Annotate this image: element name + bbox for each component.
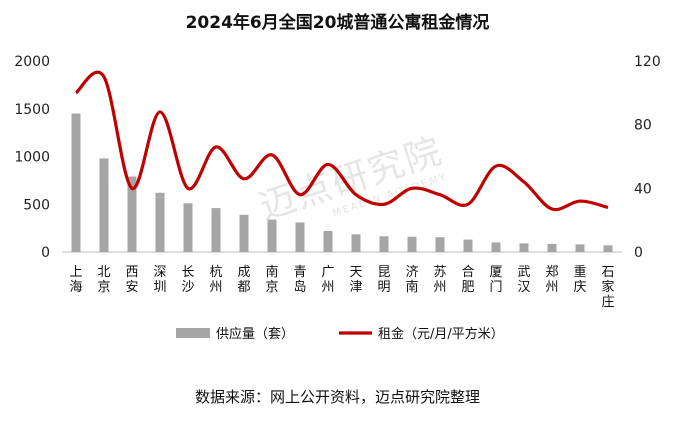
category-label: 厦门 xyxy=(489,265,502,295)
bar xyxy=(547,243,557,252)
bar xyxy=(463,239,473,252)
category-label: 成都 xyxy=(237,265,250,295)
chart-title: 2024年6月全国20城普通公寓租金情况 xyxy=(185,13,490,33)
bar xyxy=(407,236,417,252)
category-label: 杭州 xyxy=(209,265,222,295)
left-axis-tick: 0 xyxy=(41,245,50,261)
category-label: 重庆 xyxy=(573,264,586,295)
left-axis-tick: 500 xyxy=(23,197,50,213)
bar xyxy=(295,222,305,252)
bar xyxy=(211,208,221,252)
bar xyxy=(239,214,249,252)
legend-label-supply: 供应量（套） xyxy=(216,326,294,342)
bar xyxy=(71,113,81,253)
category-label: 青岛 xyxy=(293,265,306,295)
bar xyxy=(519,243,529,252)
right-axis-tick: 120 xyxy=(634,54,661,70)
category-label: 上海 xyxy=(69,265,82,295)
left-axis-tick: 2000 xyxy=(14,54,50,70)
right-axis-tick: 0 xyxy=(634,245,643,261)
category-label: 武汉 xyxy=(517,265,530,295)
category-label: 深圳 xyxy=(153,265,166,295)
category-label: 广州 xyxy=(321,265,334,295)
category-label: 苏州 xyxy=(433,264,446,295)
bar xyxy=(351,234,361,252)
category-label: 天津 xyxy=(349,265,362,295)
left-axis-tick: 1000 xyxy=(14,150,50,166)
category-label: 西安 xyxy=(125,265,138,295)
bar xyxy=(127,176,137,252)
category-label: 南京 xyxy=(265,264,278,295)
category-label: 北京 xyxy=(97,265,110,295)
bar xyxy=(575,244,585,252)
category-label: 合肥 xyxy=(461,265,474,295)
category-label: 石家庄 xyxy=(601,265,614,310)
bar xyxy=(603,245,613,252)
source-note: 数据来源：网上公开资料，迈点研究院整理 xyxy=(194,388,480,406)
bar xyxy=(379,236,389,252)
bar xyxy=(435,237,445,252)
bar xyxy=(155,192,165,252)
category-label: 济南 xyxy=(405,265,418,295)
category-label: 郑州 xyxy=(545,265,558,295)
right-axis-tick: 80 xyxy=(634,118,652,134)
right-axis-tick: 40 xyxy=(634,181,652,197)
bar xyxy=(491,242,501,252)
rent-line xyxy=(74,70,609,212)
legend-label-rent: 租金（元/月/平方米） xyxy=(378,326,504,342)
bar xyxy=(323,230,333,252)
left-axis-tick: 1500 xyxy=(14,102,50,118)
legend-swatch-supply xyxy=(176,328,210,338)
bar xyxy=(267,219,277,252)
category-label: 昆明 xyxy=(377,265,390,295)
bar xyxy=(99,158,109,252)
bar xyxy=(183,203,193,252)
category-label: 长沙 xyxy=(181,265,194,295)
